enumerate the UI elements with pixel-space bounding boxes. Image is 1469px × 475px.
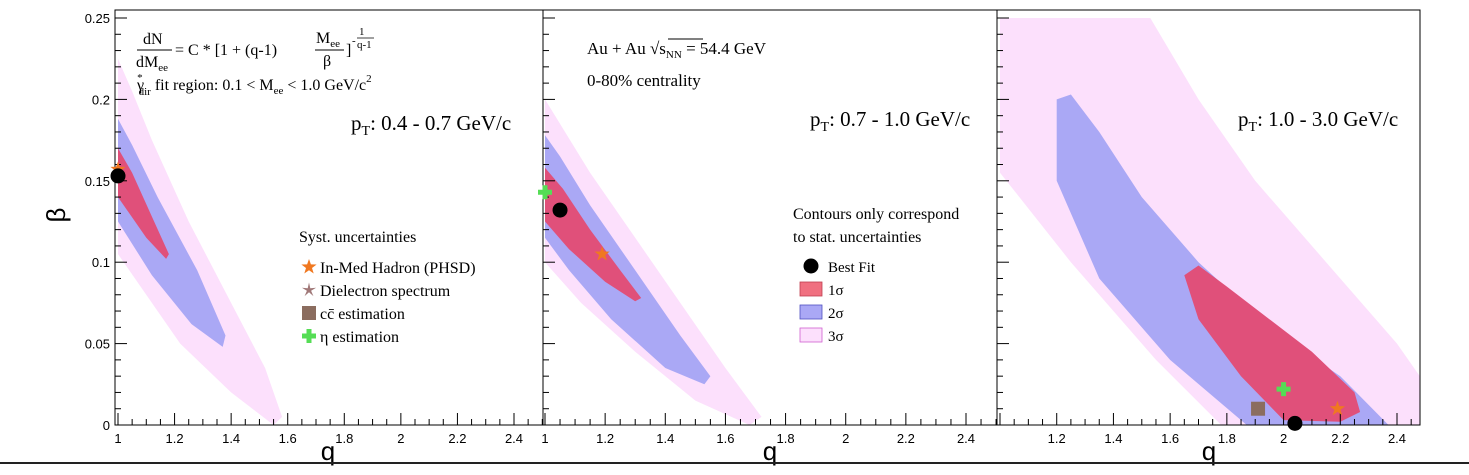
panel-1-pt-label: pT: 0.4 - 0.7 GeV/c [351,111,511,139]
panel-3-pt-label: pT: 1.0 - 3.0 GeV/c [1238,107,1398,135]
contour-legend-marker [799,281,823,297]
x-tick-label: 1.4 [222,431,240,446]
x-tick-label: 2.4 [957,431,975,446]
x-tick-label: 1.8 [1218,431,1236,446]
x-tick-label: 2 [397,431,404,446]
x-tick-label: 2 [1280,431,1287,446]
x-tick-label: 2.4 [1388,431,1406,446]
contour-2sigma [545,135,711,385]
syst-legend-label: cc̄ estimation [320,306,405,323]
y-tick-label: 0.1 [92,255,110,270]
x-tick-label: 1.2 [596,431,614,446]
x-tick-label: 1.8 [777,431,795,446]
contour-1sigma [545,167,642,302]
syst-legend: In-Med Hadron (PHSD) Dielectron spectrum c… [301,259,476,346]
x-tick-label: 1.2 [166,431,184,446]
x-axis-title-3: q [1202,436,1216,466]
contour-3sigma [1000,18,1420,425]
y-tick-label: 0.2 [92,92,110,107]
x-tick-label: 2.2 [448,431,466,446]
syst-legend-title: Syst. uncertainties [299,229,416,246]
x-axis-title-1: q [321,436,335,466]
panel-2-contours [545,99,762,425]
y-axis-title: β [41,208,71,223]
contour-3sigma [545,99,762,425]
contour-note-line-2: to stat. uncertainties [793,229,921,246]
syst-point-marker [1329,400,1346,416]
syst-point-marker [538,185,552,200]
contour-legend-label: 1σ [828,283,844,299]
syst-legend-label: In-Med Hadron (PHSD) [320,260,476,277]
contour-1sigma [118,148,169,259]
contour-2sigma [1056,94,1389,425]
contour-legend: Best Fit 1σ 2σ 3σ [799,258,876,345]
x-tick-label: 2.2 [897,431,915,446]
best-fit-marker [1287,415,1303,431]
syst-legend-marker [301,259,317,274]
syst-legend-marker [302,306,316,320]
axis-ticks: 1 1.2 1.4 1.6 1.8 2 2.2 2.4 1 1.2 1.4 1.6 1.8 2 2.2 2.4… [85,11,1412,446]
bottom-rule [0,462,1469,464]
best-fit-marker [552,202,568,218]
y-tick-label: 0 [103,418,110,433]
contour-legend-marker [799,327,823,343]
y-tick-label: 0.15 [85,174,110,189]
svg-text:Mee: Mee [316,30,340,50]
collision-system: Au + Au √sNN = 54.4 GeV [587,38,767,61]
centrality-label: 0-80% centrality [587,71,701,90]
y-tick-label: 0.05 [85,337,110,352]
contour-legend-label: 2σ [828,306,844,322]
data-markers [110,161,1346,431]
x-tick-label: 2 [842,431,849,446]
syst-legend-marker [301,282,317,297]
x-tick-label: 2.4 [505,431,523,446]
x-tick-label: 1 [541,431,548,446]
contour-note-line-1: Contours only correspond [793,206,959,223]
syst-legend-marker [302,329,316,343]
syst-legend-label: η estimation [320,329,399,346]
syst-legend-label: Dielectron spectrum [320,283,451,300]
x-tick-label: 1.6 [279,431,297,446]
panel-2-pt-label: pT: 0.7 - 1.0 GeV/c [810,107,970,135]
x-tick-label: 1.4 [1104,431,1122,446]
panel-1-contours [118,58,283,425]
svg-text:-: - [352,35,356,47]
syst-point-marker [1276,382,1291,397]
contour-legend-label: 3σ [828,329,844,345]
svg-text:1: 1 [359,26,365,38]
svg-text:dMee: dMee [136,54,168,74]
contour-3sigma [118,58,283,425]
panel-3-frame [996,9,1421,426]
x-tick-label: 1.6 [1161,431,1179,446]
y-tick-label: 0.25 [85,11,110,26]
svg-text:β: β [323,53,331,70]
svg-text:dN: dN [143,31,163,48]
contour-legend-marker [799,304,823,320]
contour-legend-marker [803,258,819,274]
syst-point-marker [1251,401,1266,416]
x-tick-label: 1.6 [716,431,734,446]
contour-2sigma [118,118,226,347]
x-tick-label: 1.4 [656,431,674,446]
svg-text:= C * [1 + (q-1): = C * [1 + (q-1) [175,42,277,59]
svg-text:γ*dir fit region: 0.1 < Mee <: γ* dir fit region: 0.1 < Mee < 1.0 GeV/c2 [136,72,372,98]
contour-1sigma [1184,265,1361,422]
panel-3-contours [1000,18,1420,425]
x-tick-label: 1 [114,431,121,446]
x-tick-label: 1.2 [1048,431,1066,446]
fit-region-text: γ* dir fit region: 0.1 < Mee < 1.0 GeV/c2 [136,72,372,98]
syst-point-marker [594,246,610,261]
x-tick-label: 1.8 [335,431,353,446]
svg-text:Au + Au √sNN = 54.4 GeV: Au + Au √sNN = 54.4 GeV [587,39,767,61]
best-fit-marker [110,168,126,184]
svg-text:q-1: q-1 [357,39,372,51]
x-axis-title-2: q [763,436,777,466]
fit-formula: dN dMee = C * [1 + (q-1) Mee β ] - 1 q-1 [136,26,374,74]
contour-legend-label: Best Fit [828,260,876,276]
svg-text:]: ] [346,42,351,59]
x-tick-label: 2.2 [1331,431,1349,446]
